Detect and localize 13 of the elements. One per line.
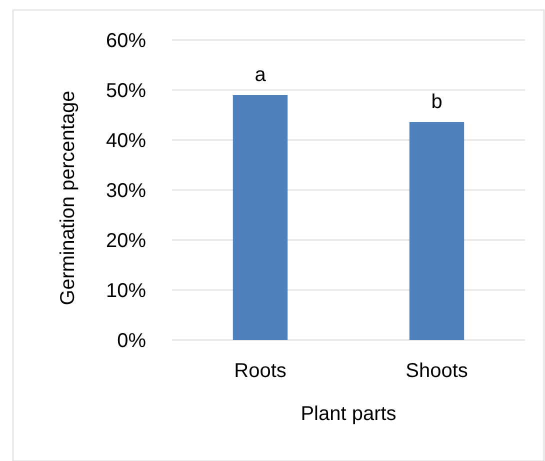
y-tick-label: 0%: [117, 330, 146, 352]
annotation: a: [254, 64, 267, 86]
x-tick-label: Shoots: [406, 360, 468, 382]
annotation: b: [431, 91, 442, 113]
y-axis-title: Germination percentage: [57, 90, 79, 306]
x-axis-title: Plant parts: [300, 403, 396, 425]
y-tick-label: 50%: [106, 80, 146, 102]
y-tick-label: 40%: [106, 130, 146, 152]
y-tick-label: 60%: [106, 30, 146, 52]
x-tick-label: Roots: [234, 360, 286, 382]
y-tick-label: 30%: [106, 180, 146, 202]
y-tick-label: 20%: [106, 230, 146, 252]
y-tick-label: 10%: [106, 280, 146, 302]
